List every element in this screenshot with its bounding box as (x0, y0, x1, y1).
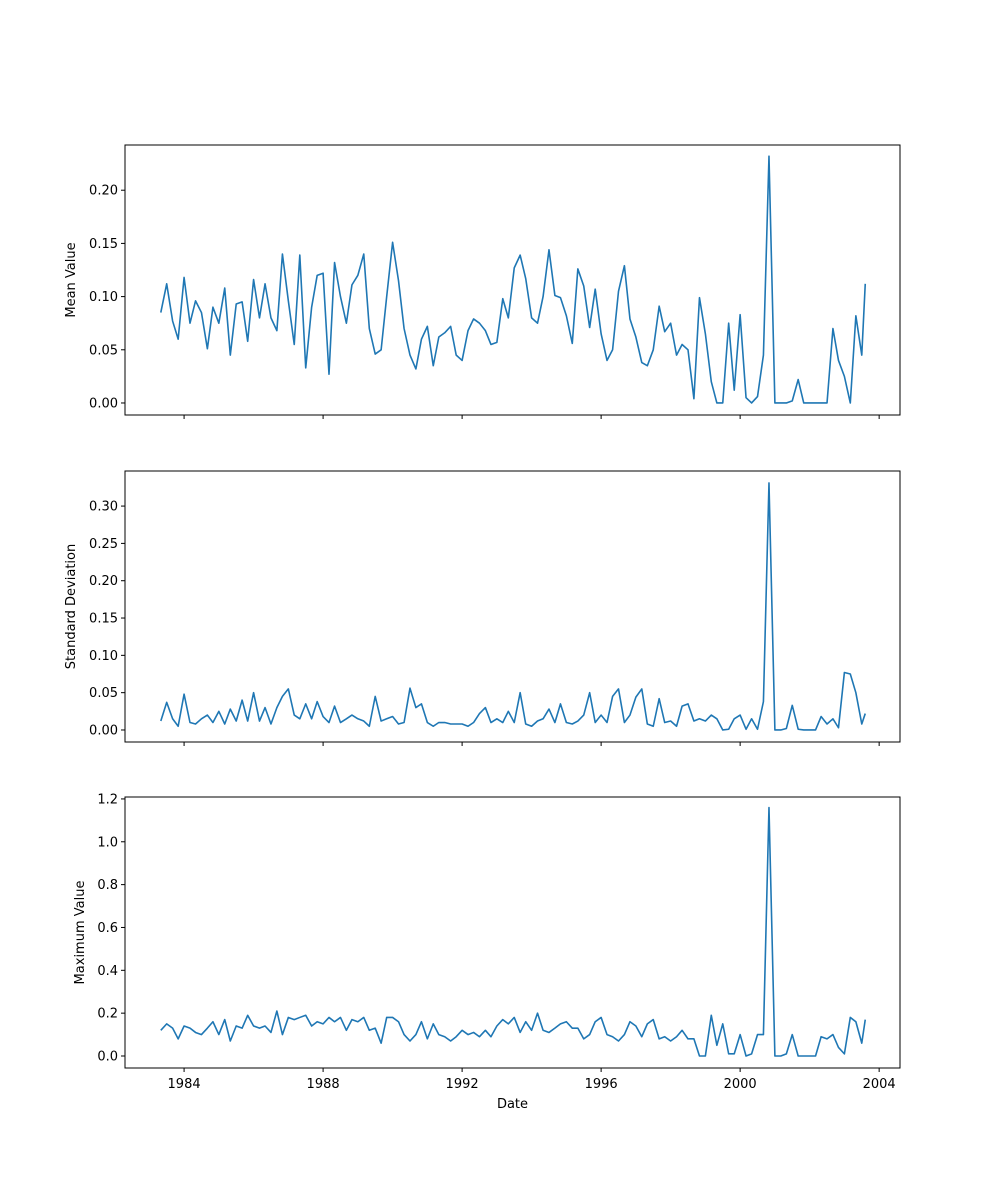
x-tick-label: 2000 (724, 1077, 757, 1092)
y-axis-label: Mean Value (64, 242, 79, 317)
y-tick-label: 0.8 (97, 878, 118, 893)
y-tick-label: 0.00 (89, 396, 118, 411)
y-tick-label: 0.00 (89, 723, 118, 738)
x-tick-label: 1988 (307, 1077, 340, 1092)
data-line (160, 806, 867, 1057)
y-tick-label: 0.0 (97, 1050, 118, 1065)
y-tick-label: 0.20 (89, 184, 118, 199)
x-tick-label: 1984 (168, 1077, 201, 1092)
axes-frame (124, 470, 901, 743)
x-tick-label: 1992 (446, 1077, 479, 1092)
y-tick-label: 1.2 (97, 792, 118, 807)
axes-frame (124, 144, 901, 416)
y-tick-label: 0.10 (89, 290, 118, 305)
y-tick-label: 0.25 (89, 537, 118, 552)
x-axis-label: Date (497, 1097, 528, 1112)
y-tick-label: 0.10 (89, 649, 118, 664)
y-tick-label: 0.20 (89, 574, 118, 589)
y-tick-label: 0.05 (89, 343, 118, 358)
x-tick-label: 2004 (863, 1077, 896, 1092)
y-tick-label: 0.05 (89, 686, 118, 701)
x-tick-label: 1996 (585, 1077, 618, 1092)
y-tick-label: 0.15 (89, 612, 118, 627)
y-tick-label: 0.2 (97, 1007, 118, 1022)
y-axis-label: Maximum Value (73, 881, 88, 985)
y-tick-label: 1.0 (97, 835, 118, 850)
y-tick-label: 0.30 (89, 500, 118, 515)
y-tick-label: 0.4 (97, 964, 118, 979)
axes-frame (124, 796, 901, 1069)
y-tick-label: 0.15 (89, 237, 118, 252)
data-line (160, 482, 867, 731)
y-axis-label: Standard Deviation (64, 544, 79, 669)
data-line (160, 155, 867, 404)
y-tick-label: 0.6 (97, 921, 118, 936)
